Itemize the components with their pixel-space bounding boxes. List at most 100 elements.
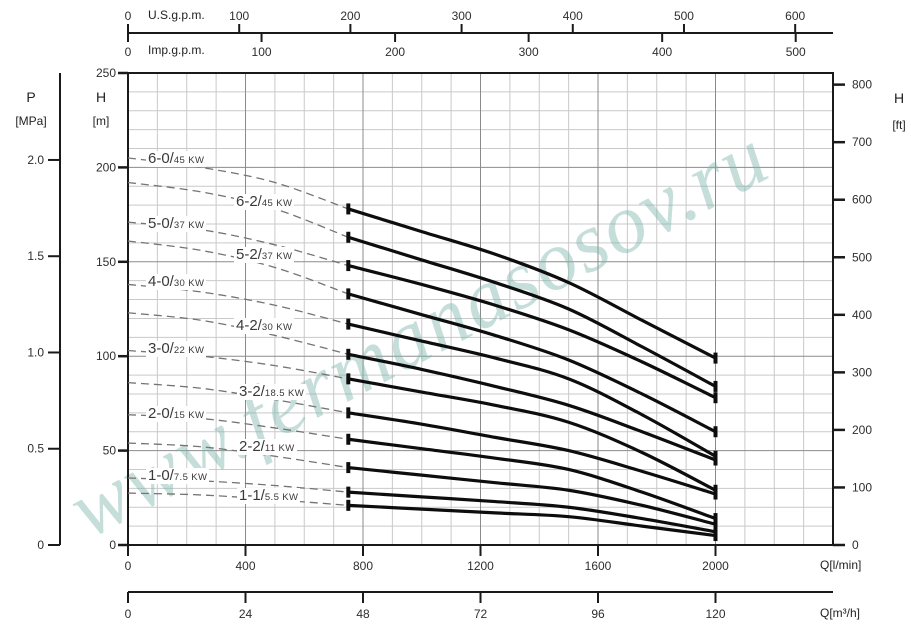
tick-label: 24	[239, 607, 253, 621]
tick-label: 200	[852, 423, 872, 437]
tick-label: 400	[652, 45, 672, 59]
tick-label: 100	[252, 45, 272, 59]
h-m-axis-title: H	[95, 89, 107, 105]
tick-label: 0	[125, 559, 132, 573]
tick-label: 300	[519, 45, 539, 59]
curve-solid-4-0	[347, 322, 717, 458]
tick-label: 800	[852, 78, 872, 92]
curve-label-model: 4-0/	[148, 273, 174, 290]
tick-label: 0	[125, 607, 132, 621]
curve-label-power: 7.5 KW	[173, 472, 208, 483]
curve-solid-2-0	[348, 437, 717, 521]
tick-label: 0	[37, 538, 44, 552]
tick-label: 400	[235, 559, 255, 573]
curve-solid-4-2	[347, 352, 717, 462]
curve-label-3-0: 3-0/22 KW	[146, 340, 207, 357]
curve-solid-2-2	[348, 466, 716, 526]
tick-label: 500	[786, 45, 806, 59]
tick-label: 200	[385, 45, 405, 59]
curve-label-model: 6-0/	[148, 150, 174, 167]
tick-label: 200	[96, 160, 116, 174]
curve-solid-3-0	[348, 377, 717, 492]
h-m-axis-unit: [m]	[92, 114, 110, 128]
tick-label: 50	[103, 444, 117, 458]
tick-label: 250	[96, 66, 116, 80]
imp-gpm-axis-name: Imp.g.p.m.	[148, 43, 205, 57]
tick-label: 500	[674, 9, 694, 23]
tick-label: 0	[125, 45, 132, 59]
curve-label-model: 4-2/	[236, 317, 262, 334]
curve-label-model: 2-0/	[148, 405, 174, 422]
curve-label-power: 45 KW	[261, 198, 293, 209]
curve-label-power: 18.5 KW	[264, 388, 305, 399]
tick-label: 300	[852, 365, 872, 379]
tick-label: 200	[340, 9, 360, 23]
tick-label: 400	[563, 9, 583, 23]
tick-label: 1200	[467, 559, 494, 573]
tick-label: 700	[852, 135, 872, 149]
curve-label-5-2: 5-2/37 KW	[234, 246, 295, 263]
curve-label-4-0: 4-0/30 KW	[146, 273, 207, 290]
tick-label: 1600	[585, 559, 612, 573]
curve-label-6-2: 6-2/45 KW	[234, 193, 295, 210]
p-axis-title: P	[26, 89, 36, 105]
h-ft-axis-unit: [ft]	[892, 118, 906, 132]
curve-label-power: 5.5 KW	[264, 492, 299, 503]
tick-label: 2.0	[27, 153, 44, 167]
curve-label-power: 37 KW	[173, 220, 205, 231]
tick-label: 600	[785, 9, 805, 23]
curve-solid-6-0	[347, 207, 717, 360]
curve-label-power: 15 KW	[173, 410, 205, 421]
curve-label-model: 3-0/	[148, 340, 174, 357]
tick-label: 500	[852, 250, 872, 264]
curve-label-model: 1-1/	[239, 487, 265, 504]
curve-end-ticks-layer	[346, 203, 718, 542]
curve-label-power: 30 KW	[261, 322, 293, 333]
us-gpm-axis-name: U.S.g.p.m.	[148, 8, 205, 22]
curve-label-1-1: 1-1/5.5 KW	[237, 487, 301, 504]
tick-label: 48	[356, 607, 370, 621]
axes-layer	[48, 24, 845, 603]
curve-label-5-0: 5-0/37 KW	[146, 215, 207, 232]
curve-label-power: 37 KW	[261, 251, 293, 262]
tick-label: 100	[852, 480, 872, 494]
curve-label-model: 6-2/	[236, 193, 262, 210]
curve-label-power: 45 KW	[173, 155, 205, 166]
curve-label-6-0: 6-0/45 KW	[146, 150, 207, 167]
curve-label-2-0: 2-0/15 KW	[146, 405, 207, 422]
curve-label-model: 5-2/	[236, 246, 262, 263]
curve-label-1-0: 1-0/7.5 KW	[146, 467, 210, 484]
h-ft-axis-title: H	[893, 90, 905, 106]
curve-label-model: 3-2/	[239, 383, 265, 400]
curve-label-model: 1-0/	[148, 467, 174, 484]
curve-label-3-2: 3-2/18.5 KW	[237, 383, 307, 400]
tick-label: 0	[852, 538, 859, 552]
p-axis-unit: [MPa]	[15, 114, 47, 128]
tick-label: 2000	[702, 559, 729, 573]
tick-label: 96	[591, 607, 605, 621]
curve-label-model: 5-0/	[148, 215, 174, 232]
curve-label-model: 2-2/	[239, 438, 265, 455]
curve-solid-3-2	[348, 411, 716, 496]
watermark-text: www.fermanasosov.ru	[54, 109, 784, 556]
tick-label: 72	[474, 607, 488, 621]
tick-label: 100	[96, 349, 116, 363]
curve-solid-5-0	[347, 264, 717, 400]
tick-label: 150	[96, 255, 116, 269]
curve-solid-1-0	[348, 490, 716, 534]
curve-solid-5-2	[347, 292, 717, 434]
q-lmin-axis-name: Q[l/min]	[820, 558, 862, 572]
curve-label-power: 30 KW	[173, 278, 205, 289]
curve-solid-1-1	[348, 503, 716, 538]
tick-label: 400	[852, 308, 872, 322]
q-m3h-axis-name: Q[m³/h]	[820, 606, 861, 620]
curve-label-power: 11 KW	[264, 443, 295, 454]
curve-label-4-2: 4-2/30 KW	[234, 317, 295, 334]
tick-label: 1.0	[27, 345, 44, 359]
tick-label: 1.5	[27, 249, 44, 263]
tick-label: 0.5	[27, 442, 44, 456]
tick-label: 0	[109, 538, 116, 552]
tick-label: 300	[452, 9, 472, 23]
